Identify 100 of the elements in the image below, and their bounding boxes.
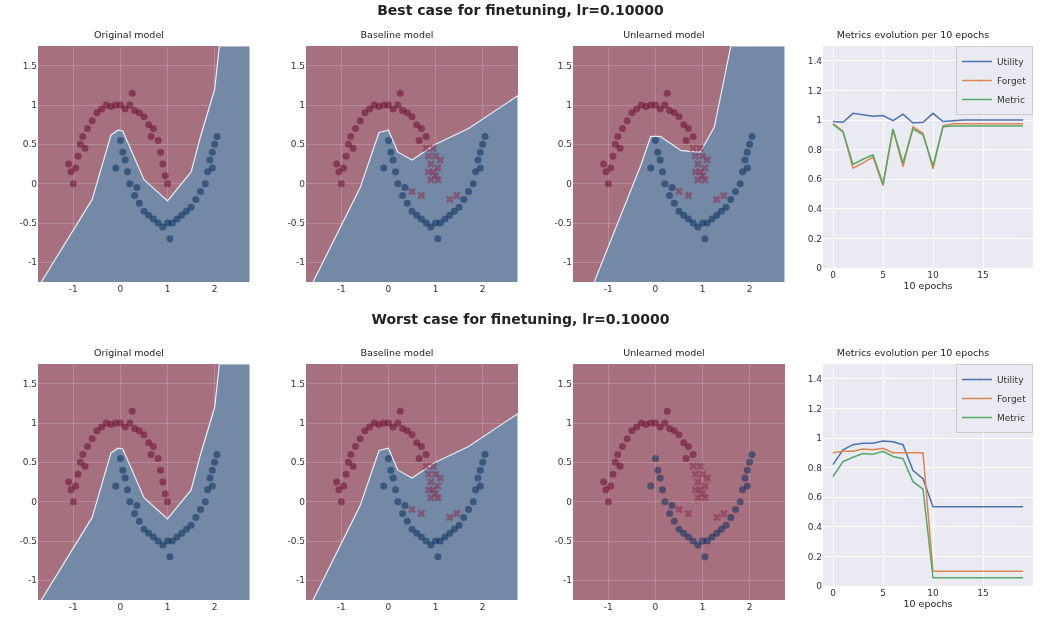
point (380, 482, 388, 490)
y-tick-label: -1 (28, 257, 37, 268)
y-tick-label: -1 (296, 257, 305, 268)
point (403, 427, 411, 435)
point (349, 144, 357, 152)
point (426, 160, 435, 168)
point (128, 407, 136, 415)
point (93, 427, 101, 435)
point (689, 219, 697, 227)
point (384, 101, 392, 109)
y-tick-label: -0.5 (287, 536, 305, 547)
y-tick-label: -0.5 (287, 218, 305, 229)
point (399, 191, 407, 199)
y-tick-label: 1.5 (22, 378, 37, 389)
point (675, 525, 683, 533)
point (156, 466, 164, 474)
point (659, 486, 667, 494)
y-tick-label: 1 (566, 100, 572, 111)
point (67, 168, 75, 176)
point (149, 125, 157, 133)
y-tick-label: -1 (563, 257, 572, 268)
point (344, 458, 352, 466)
point (413, 529, 421, 537)
point (356, 435, 364, 443)
point (476, 482, 484, 490)
y-tick-label: 1 (566, 418, 572, 429)
point (465, 188, 473, 196)
point (81, 462, 89, 470)
point (446, 211, 454, 219)
point (446, 529, 454, 537)
point (192, 513, 200, 521)
point (675, 187, 683, 196)
point (684, 215, 692, 223)
point (472, 168, 480, 176)
x-tick-label: -1 (603, 284, 613, 294)
point (623, 117, 631, 125)
point (431, 152, 440, 161)
point (659, 168, 667, 176)
point (429, 144, 438, 153)
point (647, 164, 655, 172)
point (168, 219, 176, 227)
point (689, 537, 697, 545)
point (422, 450, 430, 458)
point (452, 191, 461, 200)
point (76, 458, 84, 466)
y-tick-label: 1.2 (807, 85, 822, 96)
point (698, 470, 707, 479)
point (399, 509, 407, 517)
point (452, 509, 461, 518)
point (614, 450, 622, 458)
y-tick-label: 1 (31, 100, 37, 111)
point (197, 506, 205, 514)
point (433, 493, 442, 502)
point (403, 199, 411, 207)
x-tick-label: 2 (211, 284, 218, 294)
x-tick-label: 1 (432, 602, 439, 612)
point (727, 195, 735, 203)
point (415, 136, 423, 144)
point (192, 195, 200, 203)
point (408, 207, 416, 215)
point (145, 529, 153, 537)
point (703, 219, 711, 227)
point (187, 203, 195, 211)
chart-title: Baseline model (360, 28, 434, 40)
point (112, 482, 120, 490)
point (403, 517, 411, 525)
point (604, 498, 612, 506)
point (684, 125, 692, 133)
point (74, 470, 82, 478)
point (434, 553, 442, 561)
point (431, 470, 440, 479)
point (408, 505, 416, 514)
point (208, 164, 216, 172)
point (342, 470, 350, 478)
y-tick-label: 1 (31, 418, 37, 429)
point (623, 435, 631, 443)
y-tick-label: 0 (299, 496, 306, 507)
x-tick-label: 0 (117, 602, 124, 612)
point (204, 486, 212, 494)
point (703, 156, 712, 165)
point (696, 144, 705, 153)
point (684, 191, 693, 200)
point (159, 541, 167, 549)
y-tick-label: 0.5 (22, 457, 37, 468)
x-tick-label: 1 (699, 602, 706, 612)
point (116, 419, 124, 427)
point (204, 168, 212, 176)
y-tick-label: 0.5 (22, 139, 37, 150)
x-tick-label: 15 (977, 270, 989, 280)
chart-title: Original model (94, 346, 164, 358)
point (422, 144, 431, 153)
point (656, 474, 664, 482)
point (124, 168, 132, 176)
point (693, 478, 702, 486)
point (74, 152, 82, 160)
x-tick-label: 2 (211, 602, 218, 612)
chart-title: Metrics evolution per 10 epochs (836, 346, 990, 358)
point (201, 498, 209, 506)
point (389, 105, 397, 113)
point (140, 525, 148, 533)
